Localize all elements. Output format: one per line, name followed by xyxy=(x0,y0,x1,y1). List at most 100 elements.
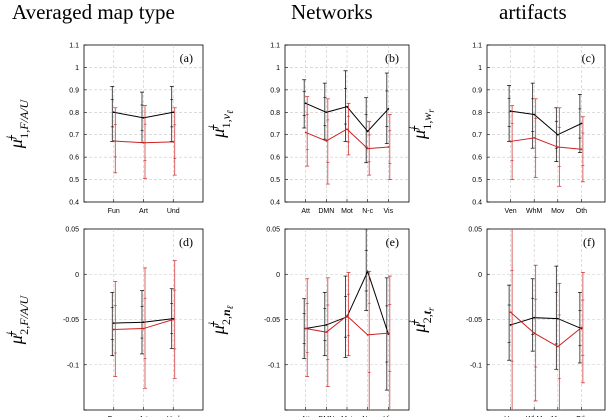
plot-area xyxy=(110,260,177,389)
data-point xyxy=(172,140,175,143)
plot-area xyxy=(110,86,177,179)
y-tick-label: 0.4 xyxy=(270,200,280,207)
axes-frame xyxy=(284,44,410,203)
data-point xyxy=(112,111,115,114)
x-tick-label: Oth xyxy=(576,208,587,215)
plot-area xyxy=(507,82,585,187)
data-point xyxy=(556,146,559,148)
y-tick-label: 0.05 xyxy=(468,227,482,234)
plot-area xyxy=(302,70,392,185)
series-line-0 xyxy=(510,317,582,330)
y-tick-label: 0.7 xyxy=(270,132,280,139)
panel-label: (c) xyxy=(582,51,595,65)
series-line-1 xyxy=(510,311,582,348)
data-point xyxy=(509,324,512,326)
data-point xyxy=(556,317,559,320)
data-point xyxy=(509,110,512,113)
panel-label: (f) xyxy=(583,235,595,249)
data-point xyxy=(533,113,536,116)
data-point xyxy=(172,111,175,114)
data-point xyxy=(325,140,328,142)
plot-area xyxy=(507,229,585,410)
plot-area xyxy=(302,229,392,410)
y-tick-label: 1 xyxy=(276,65,280,72)
y-tick-label: 0.8 xyxy=(270,110,280,117)
y-tick-label: 1.1 xyxy=(472,43,482,50)
y-tick-label: -0.05 xyxy=(466,317,482,324)
y-tick-label: 0.5 xyxy=(270,177,280,184)
y-tick-label: 0.9 xyxy=(472,87,482,94)
column-title-networks: Networks xyxy=(291,0,373,24)
panel-label: (b) xyxy=(385,51,399,65)
y-tick-label: 0.6 xyxy=(472,155,482,162)
y-tick-label: 0.8 xyxy=(69,110,79,117)
panel-c: 0.4 0.5 0.6 0.7 0.8 0.9 1 1.1 Ven WhM Mov Oth (c) μ̄j… xyxy=(406,43,606,215)
data-point xyxy=(533,332,536,334)
column-title-averaged-map-type: Averaged map type xyxy=(12,0,175,24)
panel-label: (e) xyxy=(386,235,399,249)
data-point xyxy=(387,146,390,148)
data-point xyxy=(112,322,115,325)
panel-label: (d) xyxy=(179,235,193,249)
y-tick-label: -0.1 xyxy=(470,362,482,369)
y-tick-label: 1.1 xyxy=(270,43,280,50)
data-point xyxy=(366,130,369,133)
y-tick-label: -0.1 xyxy=(268,362,280,369)
data-point xyxy=(533,316,536,319)
y-tick-label: 0.9 xyxy=(69,87,79,94)
x-tick-label: WhM xyxy=(526,208,543,215)
panel-label: (a) xyxy=(180,51,193,65)
y-axis-label: μ̄j1,wr xyxy=(406,109,436,140)
data-point xyxy=(142,321,145,324)
data-point xyxy=(509,140,512,143)
y-tick-label: 0 xyxy=(75,272,79,279)
x-tick-label: Att xyxy=(301,208,310,215)
y-tick-label: 0.05 xyxy=(65,227,79,234)
y-axis-label: μ̄j2,F/A/U xyxy=(3,294,31,345)
series-line-1 xyxy=(510,137,582,150)
x-tick-label: Fun xyxy=(108,208,120,215)
axes-frame xyxy=(486,228,606,411)
data-point xyxy=(304,131,307,134)
y-tick-label: 0.8 xyxy=(472,110,482,117)
column-title-artifacts: artifacts xyxy=(499,0,567,24)
data-point xyxy=(580,326,583,329)
x-tick-label: Vis xyxy=(384,208,394,215)
data-point xyxy=(346,128,348,131)
data-point xyxy=(387,332,390,334)
y-axis-label: μ̄j1,F/A/U xyxy=(3,98,31,149)
y-axis-label: μ̄j2,nℓ xyxy=(205,305,235,335)
data-point xyxy=(325,324,328,326)
data-point xyxy=(366,147,369,150)
series-line-0 xyxy=(510,110,582,136)
y-tick-label: 0 xyxy=(478,272,482,279)
data-point xyxy=(142,327,145,330)
data-point xyxy=(556,133,559,136)
data-point xyxy=(112,328,115,331)
data-point xyxy=(346,105,348,108)
data-point xyxy=(346,314,348,317)
y-axis-label: μ̄j1,vℓ xyxy=(205,110,235,139)
x-tick-label: Und xyxy=(167,208,180,215)
data-point xyxy=(112,140,115,142)
y-tick-label: -0.05 xyxy=(264,317,280,324)
x-tick-label: Ven xyxy=(505,208,517,215)
y-tick-label: 0.7 xyxy=(472,132,482,139)
y-axis-label: μ̄j2,tr xyxy=(406,307,436,334)
y-tick-label: 0 xyxy=(276,272,280,279)
y-tick-label: 1 xyxy=(478,65,482,72)
y-tick-label: 1.1 xyxy=(69,43,79,50)
y-tick-label: -0.1 xyxy=(67,362,79,369)
data-point xyxy=(580,122,583,125)
y-tick-label: 0.6 xyxy=(69,155,79,162)
x-tick-label: Art xyxy=(139,208,148,215)
data-point xyxy=(142,141,145,144)
data-point xyxy=(533,136,536,139)
y-tick-label: 0.6 xyxy=(270,155,280,162)
axes-frame xyxy=(486,44,606,203)
data-point xyxy=(580,148,583,151)
